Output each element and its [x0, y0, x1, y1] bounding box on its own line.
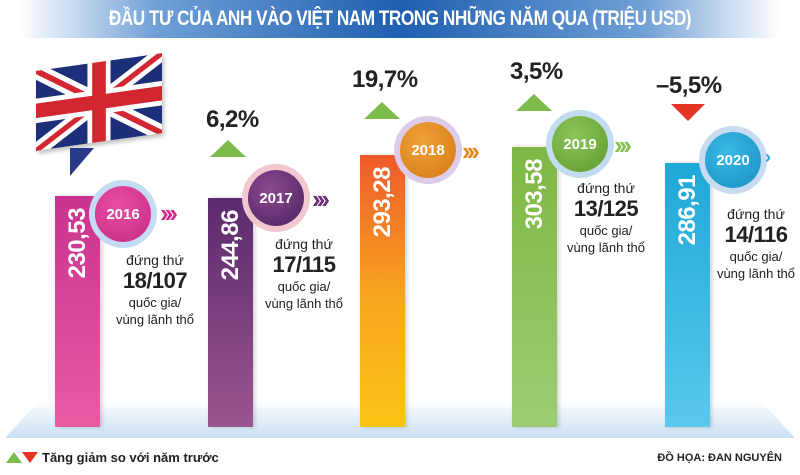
increase-triangle-icon	[516, 94, 552, 111]
bar-value-2018: 293,28	[368, 167, 396, 238]
increase-triangle-icon	[364, 102, 400, 119]
rank-value-2017: 17/115	[272, 252, 336, 277]
change-2020: –5,5%	[656, 72, 722, 99]
increase-triangle-icon	[210, 140, 246, 157]
year-badge-2018: 2018	[400, 122, 456, 178]
rank-value-2019: 13/125	[573, 196, 639, 221]
year-badge-2016: 2016	[95, 186, 151, 242]
flag-ribbon-tail	[70, 148, 94, 176]
rank-block-2016: đứng thứ 18/107 quốc gia/ vùng lãnh thổ	[105, 252, 205, 328]
decrease-triangle-icon	[22, 452, 38, 463]
chart-title: ĐẦU TƯ CỦA ANH VÀO VIỆT NAM TRONG NHỮNG …	[108, 7, 692, 30]
bar-2019: 303,58	[512, 147, 557, 427]
change-2019: 3,5%	[510, 58, 563, 85]
title-banner: ĐẦU TƯ CỦA ANH VÀO VIỆT NAM TRONG NHỮNG …	[20, 0, 780, 38]
bar-value-2016: 230,53	[63, 208, 91, 279]
chevron-arrows-2018: ›››	[462, 136, 480, 166]
increase-triangle-icon	[6, 452, 22, 463]
bar-2020: 286,91	[665, 163, 710, 427]
bar-value-2019: 303,58	[520, 159, 548, 230]
bar-value-2020: 286,91	[673, 175, 701, 246]
rank-value-2016: 18/107	[122, 268, 188, 293]
year-badge-2020: 2020	[705, 132, 761, 188]
chevron-arrow-2020: ›	[765, 147, 771, 167]
year-label-2019: 2019	[563, 135, 597, 153]
bar-2017: 244,86	[208, 198, 253, 427]
chevron-arrows-2019: ›››	[614, 130, 632, 160]
change-2017: 6,2%	[206, 106, 259, 133]
decrease-triangle-icon	[671, 104, 705, 121]
change-2018: 19,7%	[352, 66, 418, 93]
year-label-2017: 2017	[259, 189, 293, 207]
rank-block-2020: đứng thứ 14/116 quốc gia/ vùng lãnh thổ	[706, 206, 800, 282]
year-label-2020: 2020	[716, 151, 750, 169]
bar-2018: 293,28	[360, 155, 405, 427]
bar-2016: 230,53	[55, 196, 100, 427]
uk-flag-icon	[32, 47, 166, 157]
year-badge-2019: 2019	[552, 116, 608, 172]
rank-value-2020: 14/116	[724, 222, 788, 247]
rank-block-2019: đứng thứ 13/125 quốc gia/ vùng lãnh thổ	[556, 180, 656, 256]
legend-label: Tăng giảm so với năm trước	[42, 450, 219, 465]
bar-value-2017: 244,86	[216, 210, 244, 281]
year-label-2018: 2018	[411, 141, 445, 159]
year-badge-2017: 2017	[248, 170, 304, 226]
chevron-arrows-2017: ›››	[312, 184, 330, 214]
graphic-credit: ĐỒ HỌA: ĐAN NGUYÊN	[657, 452, 782, 464]
rank-block-2017: đứng thứ 17/115 quốc gia/ vùng lãnh thổ	[254, 236, 354, 312]
chevron-arrows-2016: ›››	[160, 198, 178, 228]
legend: Tăng giảm so với năm trước	[6, 450, 219, 465]
year-label-2016: 2016	[106, 205, 140, 223]
